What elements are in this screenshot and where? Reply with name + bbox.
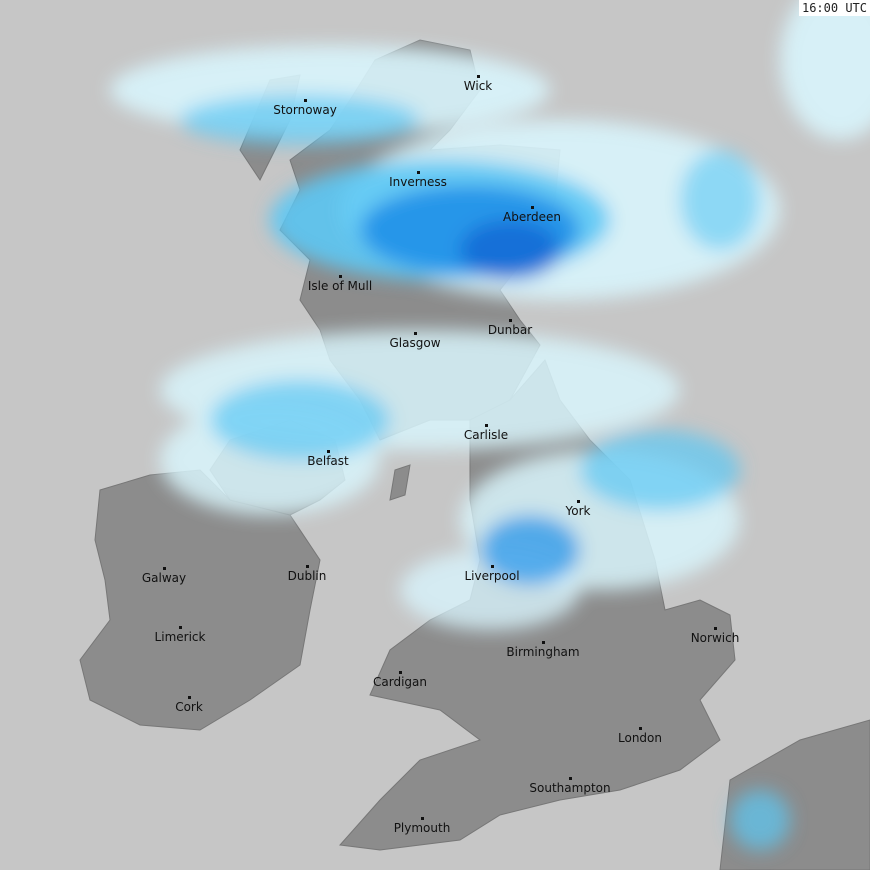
city-label: Southampton [529,781,611,795]
city-label: Aberdeen [503,210,561,224]
city-marker [306,565,309,568]
city-marker [399,671,402,674]
city-marker [477,75,480,78]
city-label: Norwich [690,631,740,645]
city-marker [339,275,342,278]
city-label: Glasgow [389,336,441,350]
city-label: Isle of Mull [307,279,373,293]
city-label: Carlisle [463,428,509,442]
city-marker [714,627,717,630]
city-label: Limerick [154,630,206,644]
city-label: Wick [463,79,493,93]
city-marker [304,99,307,102]
isle-of-man [389,464,411,501]
city-marker [417,171,420,174]
precipitation [110,0,870,850]
city-label: Plymouth [393,821,451,835]
city-marker [163,567,166,570]
city-marker [179,626,182,629]
city-marker [577,500,580,503]
city-label: Birmingham [506,645,580,659]
city-marker [639,727,642,730]
city-marker [491,565,494,568]
city-label: York [565,504,591,518]
city-marker [531,206,534,209]
city-label: Inverness [389,175,447,189]
city-marker [414,332,417,335]
city-label: Cork [175,700,203,714]
city-marker [485,424,488,427]
city-label: London [618,731,662,745]
city-label: Cardigan [373,675,427,689]
city-marker [421,817,424,820]
city-label: Belfast [307,454,349,468]
city-label: Galway [141,571,187,585]
city-label: Dublin [287,569,327,583]
timestamp: 16:00 UTC [798,0,870,16]
city-label: Dunbar [487,323,533,337]
city-marker [569,777,572,780]
city-label: Liverpool [464,569,520,583]
city-marker [188,696,191,699]
city-marker [509,319,512,322]
city-label: Stornoway [273,103,337,117]
city-marker [327,450,330,453]
city-marker [542,641,545,644]
